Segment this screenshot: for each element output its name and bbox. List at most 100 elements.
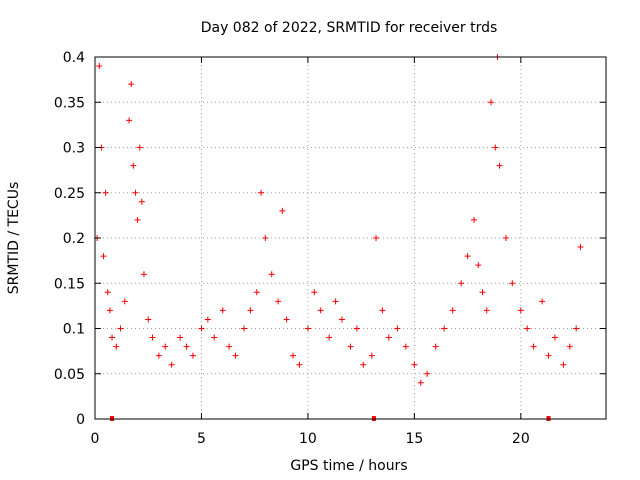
data-point xyxy=(189,352,196,359)
data-point xyxy=(464,253,471,260)
data-point xyxy=(496,162,503,169)
data-point xyxy=(326,334,333,341)
data-point xyxy=(524,325,531,332)
data-point xyxy=(379,307,386,314)
data-point xyxy=(417,379,424,386)
data-point xyxy=(117,325,124,332)
y-tick-label: 0 xyxy=(76,412,85,428)
data-point xyxy=(155,352,162,359)
data-point xyxy=(109,334,116,341)
data-point xyxy=(130,162,137,169)
data-point xyxy=(106,307,113,314)
data-point xyxy=(479,289,486,296)
data-point xyxy=(268,271,275,278)
x-tick-label: 20 xyxy=(512,431,530,447)
data-point xyxy=(183,343,190,350)
y-axis-label: SRMTID / TECUs xyxy=(6,182,22,295)
data-point xyxy=(353,325,360,332)
y-tick-label: 0.2 xyxy=(63,231,85,247)
data-point xyxy=(279,207,286,214)
x-axis-label: GPS time / hours xyxy=(290,458,407,474)
data-point xyxy=(530,343,537,350)
data-point xyxy=(138,198,145,205)
data-point xyxy=(475,262,482,269)
data-point xyxy=(275,298,282,305)
data-point xyxy=(145,316,152,323)
data-point xyxy=(226,343,233,350)
data-point xyxy=(373,235,380,241)
y-tick-label: 0.1 xyxy=(63,322,85,338)
data-points xyxy=(94,54,584,386)
data-point xyxy=(258,189,265,196)
data-point xyxy=(311,289,318,296)
x-tick-label: 10 xyxy=(299,431,317,447)
data-point xyxy=(545,352,552,359)
data-point xyxy=(100,253,107,260)
data-point xyxy=(304,325,311,332)
data-point xyxy=(253,289,260,296)
y-tick-label: 0.25 xyxy=(54,186,85,202)
data-point xyxy=(517,307,524,314)
data-point xyxy=(539,298,546,305)
data-point xyxy=(317,307,324,314)
data-point xyxy=(211,334,218,341)
data-point xyxy=(140,271,147,278)
y-tick-label: 0.3 xyxy=(63,141,85,157)
data-point xyxy=(402,343,409,350)
data-point xyxy=(132,189,139,196)
data-point xyxy=(162,343,169,350)
x-tick-label: 15 xyxy=(405,431,423,447)
y-tick-label: 0.4 xyxy=(63,50,85,66)
data-point xyxy=(441,325,448,332)
data-point xyxy=(411,361,418,368)
data-point xyxy=(136,144,143,151)
data-point xyxy=(168,361,175,368)
data-point xyxy=(368,352,375,359)
data-point xyxy=(492,144,499,151)
data-point xyxy=(573,325,580,332)
data-point xyxy=(104,289,111,296)
data-point xyxy=(290,352,297,359)
data-point xyxy=(177,334,184,341)
data-point xyxy=(126,117,133,124)
data-point xyxy=(262,235,269,241)
x-tick-label: 0 xyxy=(91,431,100,447)
data-point xyxy=(296,361,303,368)
y-tick-label: 0.05 xyxy=(54,367,85,383)
axis-ticks: 0 0.05 0.1 0.15 0.2 0.25 0.3 0.35 0.4 0 5 10 15 20 xyxy=(54,50,606,447)
data-point xyxy=(102,189,109,196)
data-point xyxy=(560,361,567,368)
y-tick-label: 0.15 xyxy=(54,276,85,292)
data-point xyxy=(204,316,211,323)
data-point xyxy=(577,244,584,251)
data-point xyxy=(502,235,509,241)
data-point xyxy=(134,216,141,223)
data-point xyxy=(232,352,239,359)
data-point xyxy=(394,325,401,332)
data-point xyxy=(483,307,490,314)
data-point xyxy=(198,325,205,332)
data-point xyxy=(128,81,135,88)
data-point xyxy=(488,99,495,106)
data-point xyxy=(241,325,248,332)
chart-title: Day 082 of 2022, SRMTID for receiver trd… xyxy=(201,20,498,36)
data-point xyxy=(283,316,290,323)
data-point xyxy=(121,298,128,305)
data-point xyxy=(219,307,226,314)
data-point xyxy=(458,280,465,287)
data-point xyxy=(332,298,339,305)
data-point xyxy=(96,63,103,70)
data-point xyxy=(470,216,477,223)
data-point xyxy=(338,316,345,323)
data-point xyxy=(509,280,516,287)
data-point xyxy=(347,343,354,350)
data-point xyxy=(247,307,254,314)
data-point xyxy=(432,343,439,350)
grid-lines xyxy=(95,57,606,419)
data-point xyxy=(424,370,431,377)
data-point xyxy=(385,334,392,341)
data-point xyxy=(113,343,120,350)
data-point xyxy=(149,334,156,341)
data-point xyxy=(566,343,573,350)
